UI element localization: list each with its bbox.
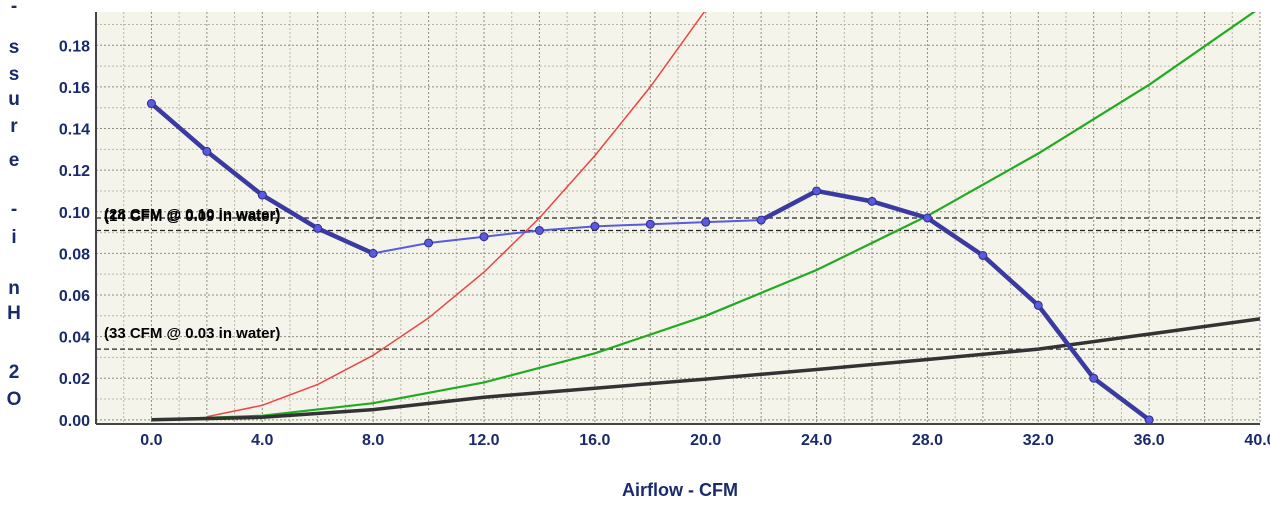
y-tick-label: 0.06 <box>59 288 90 305</box>
x-tick-label: 8.0 <box>362 432 384 449</box>
fan-curve-point <box>368 248 378 258</box>
x-tick-labels: 0.0 4.0 8.0 12.0 16.0 20.0 24.0 28.0 32.0 36.0 40.… <box>140 432 1270 449</box>
x-tick-label: 28.0 <box>912 432 943 449</box>
series-fan-segment <box>758 188 819 223</box>
x-tick-label: 20.0 <box>690 432 721 449</box>
series-fan-segment <box>260 192 320 231</box>
y-tick-label: 0.02 <box>59 371 90 388</box>
x-tick-label: 4.0 <box>251 432 273 449</box>
series-fan-segment <box>980 253 1041 308</box>
y-label-letter: - <box>11 199 17 220</box>
y-tick-label: 0.16 <box>59 80 90 97</box>
x-tick-label: 12.0 <box>468 432 499 449</box>
series-fan-segment <box>814 188 875 204</box>
y-tick-label: 0.00 <box>59 413 90 430</box>
x-tick-label: 0.0 <box>140 432 162 449</box>
fan-curve-point <box>590 221 600 231</box>
y-tick-label: 0.12 <box>59 163 90 180</box>
x-tick-label: 24.0 <box>801 432 832 449</box>
series-layer <box>146 12 1260 425</box>
series-green-curve <box>151 12 1256 421</box>
reference-line-label: (28 CFM @ 0.10 in water) <box>104 206 280 223</box>
series-black-curve <box>151 317 1260 422</box>
series-fan-segment <box>372 241 430 255</box>
series-fan-segment <box>149 101 210 154</box>
y-tick-label: 0.10 <box>59 205 90 222</box>
series-fan-segment <box>704 219 763 224</box>
series-fan-segment <box>593 223 652 228</box>
series-fan-segment <box>204 149 265 198</box>
y-tick-label: 0.18 <box>59 38 90 55</box>
y-tick-label: 0.08 <box>59 246 90 263</box>
y-label-letter: - <box>11 0 17 17</box>
fan-curve-point <box>867 196 877 206</box>
fan-curve-point <box>1144 415 1154 425</box>
y-label-letter: O <box>7 389 22 410</box>
y-label-letter: i <box>11 227 16 248</box>
fan-curve-point <box>534 225 544 235</box>
y-label-letter: r <box>10 116 18 137</box>
y-label-letter: s <box>9 64 20 85</box>
reference-lines: (28 CFM @ 0.10 in water)(14 CFM @ 0.09 i… <box>96 206 1260 350</box>
fan-curve-point <box>313 223 323 233</box>
series-fan-segment <box>649 221 707 226</box>
fan-curve-point <box>479 232 489 242</box>
fan-curve-point <box>812 186 822 196</box>
fan-curve-point <box>1089 373 1099 383</box>
reference-line-label: (33 CFM @ 0.03 in water) <box>104 325 280 342</box>
series-fan-segment <box>1091 375 1152 423</box>
y-label-letter: 2 <box>9 362 20 383</box>
y-label-letter: e <box>9 150 20 171</box>
y-tick-labels: 0.00 0.02 0.04 0.06 0.08 0.10 0.12 0.14 0.16 0.18 <box>59 38 90 430</box>
fan-curve-point <box>1033 300 1043 310</box>
series-fan-segment <box>483 229 541 238</box>
fan-curve-point <box>257 190 267 200</box>
fan-curve-point <box>202 146 212 156</box>
x-tick-label: 36.0 <box>1134 432 1165 449</box>
x-tick-label: 40.0 <box>1244 432 1270 449</box>
y-label-letter: n <box>8 278 20 299</box>
reference-line-label: (14 CFM @ 0.09 in water) <box>104 208 280 225</box>
series-fan-segment <box>1036 303 1096 381</box>
fan-curve-point <box>645 219 655 229</box>
y-tick-label: 0.04 <box>59 330 90 347</box>
y-label-letter: H <box>7 303 21 324</box>
series-fan-segment <box>925 215 986 258</box>
x-tick-label: 16.0 <box>579 432 610 449</box>
fan-curve-point <box>978 250 988 260</box>
series-fan-segment <box>538 225 596 232</box>
fan-curve-point <box>922 213 932 223</box>
fan-curve-point <box>756 215 766 225</box>
series-red-curve <box>206 12 706 418</box>
fan-curve-point <box>701 217 711 227</box>
series-fan-segment <box>315 226 376 256</box>
series-fan-segment <box>869 199 930 221</box>
x-axis-label: Airflow - CFM <box>622 480 738 500</box>
series-fan-segment <box>427 235 485 244</box>
fan-curve-point <box>424 238 434 248</box>
y-label-letter: s <box>9 37 20 58</box>
y-label-letter: u <box>8 89 20 110</box>
x-tick-label: 32.0 <box>1023 432 1054 449</box>
y-tick-label: 0.14 <box>59 122 90 139</box>
fan-curve-point <box>146 99 156 109</box>
